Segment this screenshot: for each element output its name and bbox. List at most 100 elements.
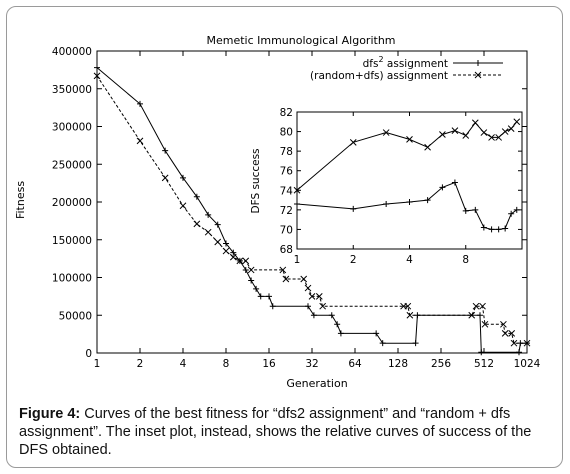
series-1-point	[501, 330, 509, 337]
legend-marker-random-dfs	[474, 71, 482, 79]
inset-series-1-point	[488, 226, 495, 233]
series-1-point	[523, 339, 531, 347]
series-0-point	[193, 193, 200, 200]
inset-series-0-point	[349, 138, 357, 146]
inset-y-tick-label: 80	[280, 127, 293, 139]
series-0-point	[230, 249, 237, 256]
inset-series-1-point	[513, 206, 520, 213]
series-1-point	[406, 311, 414, 319]
y-tick-label: 250000	[52, 159, 92, 171]
series-1-point	[481, 320, 489, 328]
inset-series-1	[294, 179, 520, 233]
figure-caption: Figure 4: Curves of the best fitness for…	[19, 405, 557, 459]
inset-series-1-point	[472, 206, 479, 213]
series-1-point	[247, 266, 255, 274]
inset-series-0-point	[488, 134, 495, 141]
series-0-point	[310, 312, 317, 319]
series-0-point	[162, 147, 169, 154]
x-tick-label: 1	[94, 358, 101, 370]
inset-series-0-point	[471, 119, 479, 127]
inset-series-0-point	[424, 143, 431, 151]
inset-series-1-point	[462, 207, 469, 214]
inset-series-0-point	[462, 132, 470, 139]
inset-series-0-point	[451, 127, 459, 134]
series-1-point	[161, 174, 169, 182]
inset-y-tick-label: 78	[280, 146, 293, 158]
series-0-point	[476, 312, 483, 319]
inset-y-tick-label: 70	[280, 224, 293, 236]
series-1	[93, 72, 531, 347]
series-1-point	[472, 302, 480, 310]
inset-series-0-point	[501, 128, 509, 135]
series-0-point	[379, 340, 386, 347]
inset-series-1-point	[406, 199, 413, 206]
inset-y-tick-label: 72	[280, 205, 293, 217]
inset-y-tick-label: 82	[280, 107, 293, 119]
legend-entry-dfs2-suffix: assignment	[384, 58, 448, 70]
series-1-point	[282, 275, 290, 283]
series-1-point	[508, 330, 516, 337]
legend-marker-dfs2	[475, 60, 481, 66]
inset-series-1-point	[502, 225, 509, 232]
x-tick-label: 32	[305, 358, 318, 370]
main-series-group	[93, 64, 531, 356]
series-1-point	[304, 284, 312, 292]
inset-series-0-point	[382, 129, 390, 136]
y-tick-label: 400000	[52, 46, 92, 58]
series-1-point	[510, 339, 518, 347]
series-1-point	[179, 202, 187, 210]
y-tick-label: 50000	[59, 310, 92, 322]
series-0-point	[269, 303, 276, 310]
x-tick-label: 128	[388, 358, 408, 370]
inset-series-0-point	[480, 129, 488, 136]
series-0-point	[94, 64, 100, 71]
series-1-point	[236, 257, 244, 265]
caption-text: Curves of the best fitness for “dfs2 ass…	[19, 406, 532, 458]
inset-series-1-point	[480, 224, 487, 231]
inset-y-axis-label: DFS success	[250, 148, 262, 213]
y-tick-label: 300000	[52, 122, 92, 134]
series-1-point	[136, 137, 144, 145]
series-1-point	[319, 302, 327, 310]
inset-x-tick-label: 8	[462, 254, 469, 266]
inset-series-1-point	[439, 184, 446, 191]
x-tick-label: 512	[474, 358, 494, 370]
inset-x-tick-label: 4	[406, 254, 413, 266]
inset-series-1-point	[350, 205, 357, 212]
series-0-point	[257, 293, 264, 300]
series-0-point	[242, 266, 249, 273]
x-tick-label: 16	[262, 358, 276, 370]
series-0-point	[478, 349, 485, 356]
series-1-point	[468, 311, 476, 319]
series-0-point	[180, 174, 186, 181]
x-tick-label: 64	[348, 358, 362, 370]
inset-series-1-point	[495, 226, 502, 233]
legend-entry-dfs2-name: dfs	[363, 58, 379, 70]
caption-label: Figure 4:	[19, 406, 81, 422]
series-0-point	[266, 293, 272, 300]
inset-x-tick-label: 2	[350, 254, 357, 266]
y-tick-label: 200000	[52, 197, 92, 209]
inset-series-0	[293, 118, 521, 194]
inset-x-tick-label: 1	[294, 254, 301, 266]
series-1-point	[222, 247, 230, 255]
legend-markers	[474, 60, 482, 79]
series-0-point	[214, 221, 221, 228]
y-tick-label: 100000	[52, 273, 92, 285]
y-axis-label: Fitness	[14, 181, 27, 219]
chart-title: Memetic Immunological Algorithm	[206, 34, 395, 47]
inset-series-group	[293, 118, 521, 233]
series-1-point	[214, 238, 222, 246]
legend-entry-random-dfs: (random+dfs) assignment	[310, 70, 448, 82]
inset-series-1-point	[294, 200, 300, 207]
series-1-point	[500, 320, 507, 328]
series-1-point	[300, 275, 308, 283]
legend: dfs2 assignment (random+dfs) assignment	[310, 55, 503, 82]
series-1-point	[279, 266, 287, 274]
x-tick-label: 2	[137, 358, 144, 370]
series-0-point	[373, 330, 380, 337]
series-1-point	[479, 302, 486, 310]
x-tick-label: 4	[180, 358, 187, 370]
inset-background	[297, 112, 522, 249]
series-1-point	[242, 257, 250, 265]
